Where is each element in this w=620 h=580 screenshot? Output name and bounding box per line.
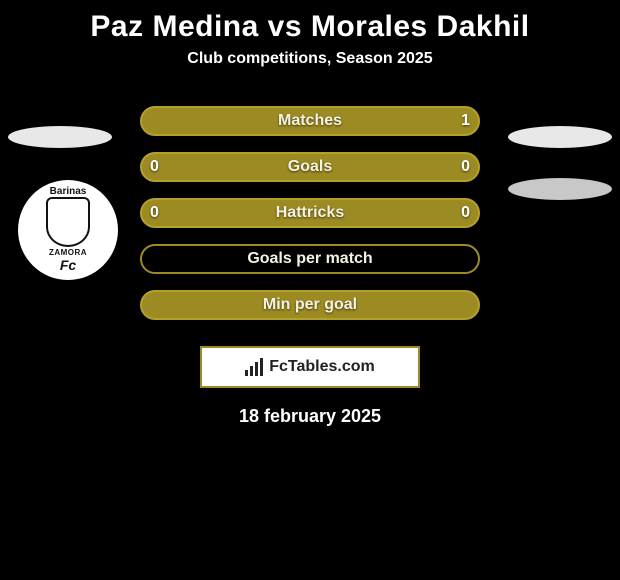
- stat-row: Goals 0 0: [0, 144, 620, 190]
- attribution-box: FcTables.com: [200, 346, 420, 388]
- stat-value-right: 0: [461, 198, 470, 228]
- stat-pill-min-per-goal: Min per goal: [140, 290, 480, 320]
- comparison-infographic: Paz Medina vs Morales Dakhil Club compet…: [0, 0, 620, 580]
- date-text: 18 february 2025: [0, 406, 620, 427]
- page-subtitle: Club competitions, Season 2025: [0, 50, 620, 68]
- stat-value-left: 0: [150, 198, 159, 228]
- stat-value-right: 0: [461, 152, 470, 182]
- stat-label: Hattricks: [276, 204, 344, 222]
- stat-row: Goals per match: [0, 236, 620, 282]
- stat-value-right: 1: [461, 106, 470, 136]
- stat-pill-goals: Goals: [140, 152, 480, 182]
- stat-rows: Matches 1 Goals 0 0 Hattricks 0 0 Goals …: [0, 98, 620, 328]
- stat-value-left: 0: [150, 152, 159, 182]
- stat-pill-hattricks: Hattricks: [140, 198, 480, 228]
- stat-row: Matches 1: [0, 98, 620, 144]
- attribution-text: FcTables.com: [269, 358, 375, 376]
- stat-label: Matches: [278, 112, 342, 130]
- stat-label: Min per goal: [263, 296, 357, 314]
- stat-pill-goals-per-match: Goals per match: [140, 244, 480, 274]
- stat-pill-matches: Matches: [140, 106, 480, 136]
- stat-row: Min per goal: [0, 282, 620, 328]
- bar-chart-icon: [245, 358, 263, 376]
- stat-row: Hattricks 0 0: [0, 190, 620, 236]
- stat-label: Goals per match: [247, 250, 372, 268]
- stat-label: Goals: [288, 158, 332, 176]
- page-title: Paz Medina vs Morales Dakhil: [0, 0, 620, 44]
